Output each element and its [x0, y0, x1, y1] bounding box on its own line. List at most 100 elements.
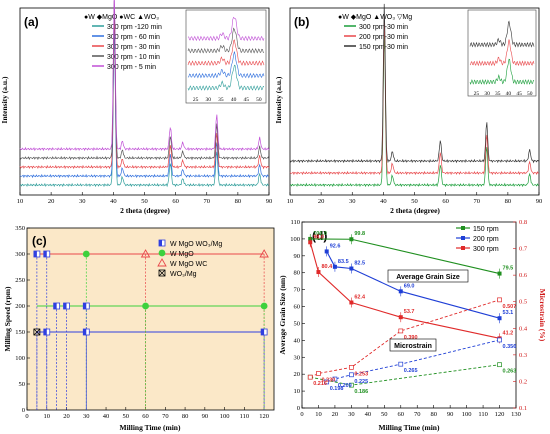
- grain-data-label: 79.5: [503, 266, 514, 272]
- strain-point: [316, 371, 321, 376]
- x-tick-label: 70: [474, 198, 481, 205]
- x-tick-label: 90: [447, 411, 454, 418]
- y2-tick-label: 0.6: [519, 272, 528, 279]
- strain-point: [324, 379, 330, 385]
- strain-data-label: 0.186: [354, 389, 368, 395]
- inset-trace-1: [187, 51, 265, 79]
- inset-tick-label: 35: [218, 97, 224, 103]
- legend-label: 300 rpm: [473, 246, 499, 253]
- grain-size-annotation-box: [387, 269, 469, 283]
- microstrain-annotation: Microstrain: [394, 343, 432, 350]
- xrd-trace-2: [19, 9, 270, 170]
- legend-label: 200 rpm: [473, 236, 499, 243]
- panel-d: (d) Average Grain Size (nm) Microstrain …: [278, 219, 547, 432]
- data-point-fill: [83, 303, 87, 309]
- panel-a-label: (a): [24, 15, 39, 29]
- x-tick-label: 70: [162, 413, 169, 420]
- grain-data-label: 83.5: [338, 259, 349, 265]
- grain-data-label: 92.6: [330, 243, 341, 249]
- data-point: [140, 249, 151, 258]
- legend-marker: [461, 236, 465, 240]
- strain-data-label: 0.507: [503, 304, 517, 310]
- panel-c: (c) Milling Speed (rpm) Milling Time (mi…: [3, 225, 275, 432]
- strain-data-label: 0.209: [338, 383, 352, 389]
- panel-a-inset-traces: 25 30 35 40 45 50: [187, 16, 265, 103]
- x-tick-label: 0: [25, 413, 28, 420]
- panel-d-ylabel: Average Grain Size (nm): [278, 275, 287, 355]
- grain-data-label: 80.4: [321, 264, 333, 270]
- inset-tick-label: 40: [506, 91, 512, 97]
- x-tick-label: 10: [287, 198, 294, 205]
- xrd-trace-4: [19, 0, 270, 152]
- x-tick-label: 90: [536, 198, 543, 205]
- panel-b-xlabel: 2 theta (degree): [390, 206, 440, 215]
- grain-data-label: 41.2: [503, 330, 514, 336]
- grain-data-label: 98.0: [313, 234, 324, 240]
- data-point-fill: [63, 303, 67, 309]
- y-tick-label: 0: [297, 405, 300, 412]
- legend-marker: [158, 249, 166, 257]
- x-tick-label: 60: [442, 198, 449, 205]
- legend-label: W MgO WC: [170, 261, 207, 268]
- panel-a-ylabel: Intensity (a.u.): [0, 76, 9, 123]
- legend-label: 300 rpm - 10 min: [107, 54, 160, 61]
- panel-c-frame: [26, 227, 275, 411]
- x-tick-label: 50: [381, 411, 388, 418]
- strain-point: [497, 337, 502, 343]
- data-point-fill: [261, 329, 265, 335]
- inset-trace-0: [469, 58, 535, 85]
- panel-d-ticks: 0 10 20 30 40 50 60 70 80 90 100 110 120 130 0 10 20 30 40…: [290, 219, 528, 418]
- strain-point: [497, 297, 502, 303]
- x-tick-label: 70: [414, 411, 421, 418]
- strain-data-label: 0.356: [503, 344, 517, 350]
- x-tick-label: 60: [398, 411, 405, 418]
- inset-tick-label: 45: [244, 97, 250, 103]
- x-tick-label: 30: [79, 198, 86, 205]
- panel-c-xlabel: Milling Time (min): [120, 423, 181, 432]
- y-tick-label: 50: [19, 381, 26, 388]
- panel-b-inset-traces: 25 30 35 40 45 50: [469, 20, 535, 97]
- x-tick-label: 90: [202, 413, 209, 420]
- y-tick-label: 110: [290, 219, 300, 226]
- legend-marker-cross: [158, 269, 166, 277]
- x-tick-label: 40: [110, 198, 117, 205]
- legend-label: 300 rpm -120 min: [107, 24, 162, 31]
- y-tick-label: 150: [15, 329, 25, 336]
- strain-point: [398, 328, 404, 334]
- x-tick-label: 80: [430, 411, 437, 418]
- inset-trace-3: [187, 27, 265, 54]
- inset-tick-label: 25: [193, 97, 199, 103]
- x-tick-label: 80: [182, 413, 189, 420]
- legend-label: 300 rpm - 30 min: [107, 44, 160, 51]
- grain-data-label: 99.8: [354, 231, 365, 237]
- x-tick-label: 70: [204, 198, 211, 205]
- inset-tick-label: 40: [231, 97, 237, 103]
- inset-tick-label: 30: [206, 97, 212, 103]
- legend-marker: [158, 269, 166, 277]
- inset-tick-label: 35: [495, 91, 501, 97]
- x-tick-label: 10: [44, 413, 51, 420]
- y-tick-label: 10: [294, 388, 301, 395]
- y-tick-label: 20: [294, 371, 301, 378]
- grain-data-label: 53.7: [404, 309, 415, 315]
- grain-size-annotation: Average Grain Size: [396, 274, 460, 281]
- panel-c-label: (c): [32, 234, 47, 248]
- legend-marker: [461, 226, 465, 230]
- y-tick-label: 350: [15, 225, 25, 232]
- y2-tick-label: 0.3: [519, 352, 527, 359]
- x-tick-label: 40: [365, 411, 372, 418]
- x-tick-label: 20: [332, 411, 339, 418]
- strain-point: [349, 382, 354, 388]
- y-tick-label: 30: [294, 354, 301, 361]
- panel-c-background: [27, 228, 274, 410]
- strain-data-label: 0.225: [354, 379, 368, 385]
- panel-d-series: 100.0 99.8 79.5 92.6 83.5 82.5 69.0 53.1 98.0 80.…: [307, 231, 517, 395]
- strain-point: [332, 376, 338, 382]
- x-tick-label: 100: [462, 411, 472, 418]
- legend-label: 300 rpm - 5 min: [107, 64, 156, 71]
- y2-tick-label: 0.8: [519, 219, 527, 226]
- data-point-cross: [33, 328, 41, 336]
- x-tick-label: 50: [141, 198, 148, 205]
- xrd-trace-1: [289, 16, 539, 176]
